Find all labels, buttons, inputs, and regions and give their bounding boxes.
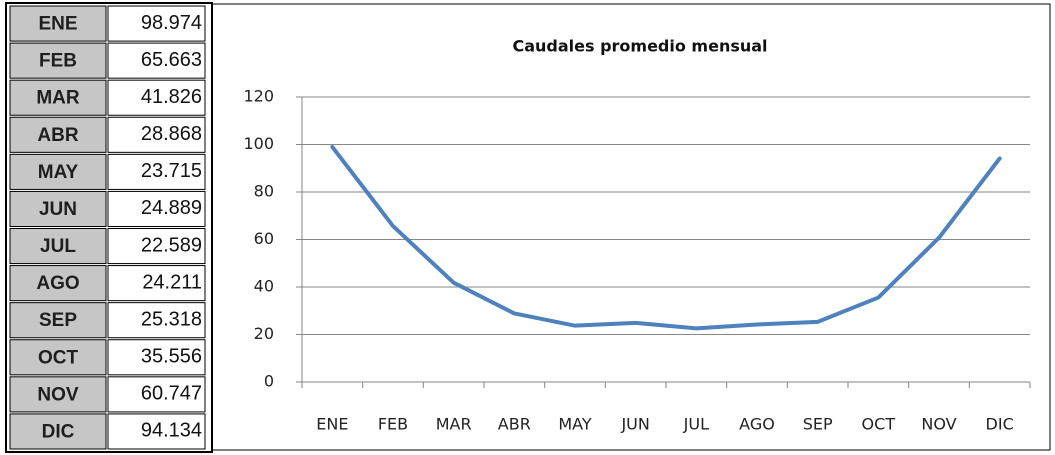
x-tick-label: MAY: [558, 415, 592, 434]
x-tick-label: ABR: [498, 415, 531, 434]
x-tick-label: AGO: [739, 415, 775, 434]
value-cell: [107, 5, 206, 42]
x-tick-label: JUL: [683, 415, 709, 434]
label-cell: [9, 265, 107, 302]
month-label: DIC: [42, 421, 75, 442]
value-cell: [107, 190, 206, 228]
data-line: [330, 144, 1002, 331]
x-tick-label: DIC: [986, 415, 1014, 434]
label-cell: [9, 302, 107, 339]
x-tick-label: NOV: [921, 415, 956, 434]
x-tick-label: OCT: [862, 415, 896, 434]
label-cell: [9, 190, 107, 228]
month-label: ENE: [38, 14, 77, 35]
value-cell: [107, 42, 206, 79]
value-cell: [107, 79, 206, 116]
label-cell: [9, 116, 107, 153]
month-value: 24.889: [141, 197, 202, 219]
x-tick-label: SEP: [803, 415, 833, 434]
month-label: NOV: [37, 384, 79, 405]
month-value: 35.556: [141, 346, 202, 368]
month-label: JUL: [40, 236, 76, 257]
label-cell: [9, 153, 107, 190]
month-label: ABR: [37, 125, 78, 146]
month-value: 22.589: [141, 234, 202, 256]
x-tick-label: FEB: [378, 415, 408, 434]
month-value: 28.868: [141, 123, 202, 145]
month-label: JUN: [39, 199, 77, 220]
value-cell: [107, 228, 206, 265]
month-label: SEP: [39, 310, 77, 331]
month-label: MAR: [36, 88, 80, 109]
label-cell: [9, 5, 107, 42]
value-cell: [107, 265, 206, 302]
label-cell: [9, 228, 107, 265]
value-cell: [107, 302, 206, 339]
month-value: 94.134: [141, 420, 202, 442]
month-label: FEB: [39, 51, 77, 72]
month-value: 65.663: [141, 49, 202, 71]
x-tick-label: ENE: [316, 415, 348, 434]
y-tick-label: 20: [254, 324, 274, 343]
value-cell: [107, 413, 206, 450]
y-tick-label: 60: [254, 229, 274, 248]
chart-frame: [211, 3, 1051, 451]
label-cell: [9, 376, 107, 413]
month-value: 98.974: [141, 12, 202, 34]
value-cell: [107, 153, 206, 190]
y-tick-label: 0: [264, 372, 274, 391]
month-value: 25.318: [141, 308, 202, 330]
x-tick-label: JUN: [620, 415, 649, 434]
label-cell: [9, 339, 107, 376]
month-value: 41.826: [141, 86, 202, 108]
month-label: AGO: [36, 273, 79, 294]
month-value: 23.715: [141, 160, 202, 182]
month-value: 24.211: [142, 271, 202, 293]
y-tick-label: 120: [243, 87, 274, 106]
value-cell: [107, 376, 206, 413]
month-label: OCT: [38, 347, 79, 368]
y-tick-label: 40: [254, 277, 274, 296]
label-cell: [9, 42, 107, 79]
month-value: 60.747: [141, 383, 202, 405]
value-cell: [107, 116, 206, 153]
x-tick-label: MAR: [436, 415, 472, 434]
label-cell: [9, 79, 107, 116]
y-tick-label: 80: [254, 182, 274, 201]
label-cell: [9, 413, 107, 450]
y-tick-label: 100: [243, 134, 274, 153]
value-cell: [107, 339, 206, 376]
month-label: MAY: [38, 162, 79, 183]
chart-title: Caudales promedio mensual: [512, 37, 767, 56]
